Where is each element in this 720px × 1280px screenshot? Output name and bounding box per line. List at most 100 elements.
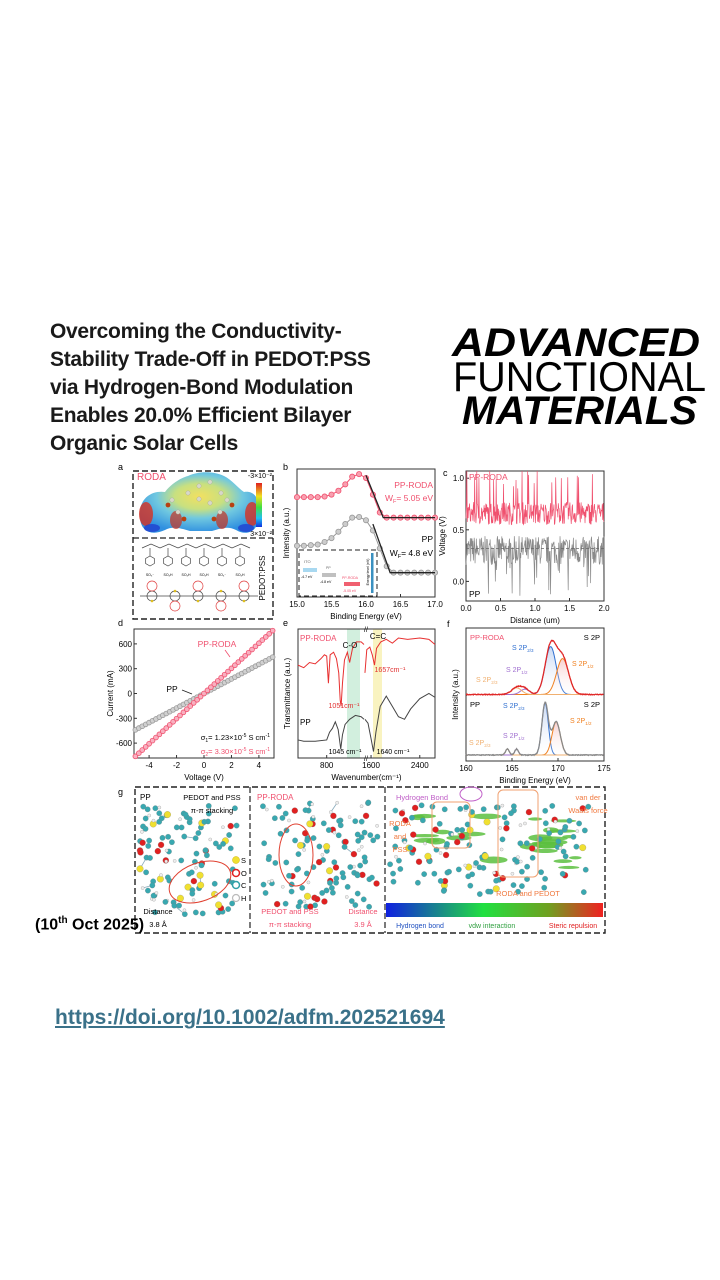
panel-label: d bbox=[118, 618, 123, 628]
atom-O bbox=[321, 898, 328, 905]
atom-C bbox=[352, 902, 359, 908]
atom-H bbox=[310, 802, 314, 806]
x-tick-label: 15.5 bbox=[324, 600, 340, 609]
panel-a: a RODA -3×10⁻² 3×10⁻² SO₃⁻ SO₃H SO₃H SO₃… bbox=[118, 462, 274, 620]
interaction-label: and bbox=[394, 832, 407, 841]
atom-C bbox=[140, 803, 147, 810]
series-line-PP bbox=[465, 536, 605, 596]
esp-positive-region bbox=[144, 524, 160, 532]
publication-date: (10th Oct 2025) bbox=[35, 915, 144, 934]
peak-label: 1045 cm⁻¹ bbox=[329, 749, 363, 756]
atom-C bbox=[344, 884, 351, 890]
atom-C bbox=[473, 860, 479, 866]
x-axis-label: Voltage (V) bbox=[184, 773, 224, 782]
interaction-label: Hydrogen Bond bbox=[396, 793, 448, 802]
peak-label: 1051cm⁻¹ bbox=[329, 703, 361, 710]
series-label: PP-RODA bbox=[198, 639, 237, 649]
conductivity-pp-roda: σ2= 3.30×10-5 S cm-1 bbox=[201, 747, 271, 758]
y-tick-label: -600 bbox=[116, 739, 133, 748]
atom-H bbox=[463, 863, 467, 868]
atom-C bbox=[441, 806, 448, 813]
panel-b: b Binding Energy (eV) Intensity (a.u.) 15.… bbox=[282, 462, 443, 621]
pss-group: SO₃H bbox=[235, 573, 244, 577]
atom-S bbox=[579, 844, 587, 852]
atom-S bbox=[304, 892, 311, 900]
model-caption: π-π stacking bbox=[269, 920, 311, 929]
atom-C bbox=[220, 841, 226, 847]
atom-C bbox=[162, 899, 169, 905]
x-tick-label: 165 bbox=[505, 764, 519, 773]
series-line-PP-RODA bbox=[465, 639, 604, 697]
data-point bbox=[204, 687, 211, 694]
interaction-label: van der bbox=[575, 793, 601, 802]
atom-S bbox=[215, 901, 223, 909]
interaction-isosurface bbox=[434, 829, 451, 835]
work-function-label: WF= 5.05 eV bbox=[385, 493, 433, 505]
atom bbox=[169, 497, 175, 503]
atom-O bbox=[342, 838, 349, 846]
x-axis-label: Binding Energy (eV) bbox=[499, 776, 571, 785]
atom-C bbox=[549, 803, 556, 809]
atom-C bbox=[499, 836, 506, 843]
panel-g: g PP PEDOT and PSS π-π stacking S O C H … bbox=[118, 786, 608, 934]
x-tick-label: -4 bbox=[146, 761, 154, 770]
data-point bbox=[342, 481, 349, 488]
data-point bbox=[194, 696, 200, 703]
atom-C bbox=[205, 803, 212, 809]
atom-H bbox=[302, 848, 306, 852]
doi-link[interactable]: https://doi.org/10.1002/adfm.202521694 bbox=[55, 1006, 445, 1029]
data-point bbox=[328, 535, 335, 542]
pp-molecular-model bbox=[136, 803, 240, 917]
atom-C bbox=[276, 803, 282, 810]
interaction-model bbox=[387, 802, 592, 897]
dioxane-ring bbox=[192, 580, 204, 592]
atom-C bbox=[418, 802, 425, 809]
atom-C bbox=[325, 827, 332, 833]
esp-negative-region bbox=[139, 502, 153, 526]
atom-C bbox=[158, 815, 165, 822]
x-tick-label: 800 bbox=[320, 761, 334, 770]
x-tick-label: 15.0 bbox=[289, 600, 305, 609]
data-point bbox=[218, 674, 224, 681]
atom-H bbox=[498, 826, 502, 830]
stacking-highlight bbox=[168, 860, 232, 904]
atom-C bbox=[387, 861, 393, 868]
atom-C bbox=[319, 890, 326, 896]
y-tick-label: 0 bbox=[128, 690, 133, 699]
atom-C bbox=[431, 870, 438, 877]
atom-C bbox=[361, 854, 368, 861]
atom-C bbox=[216, 844, 223, 850]
atom-C bbox=[541, 884, 548, 891]
sulfur-atom bbox=[196, 599, 200, 603]
y-tick-label: 1.0 bbox=[453, 474, 465, 483]
atom-H bbox=[553, 819, 558, 824]
atom-H bbox=[359, 804, 364, 808]
plot-b: Binding Energy (eV) Intensity (a.u.) 15.0 1… bbox=[282, 468, 443, 621]
atom-C bbox=[542, 808, 549, 814]
atom-C bbox=[282, 810, 289, 817]
work-function-label: WF= 4.8 eV bbox=[390, 548, 434, 560]
atom-C bbox=[193, 909, 199, 916]
atom-C bbox=[354, 872, 361, 879]
atom-H bbox=[523, 821, 527, 826]
atom-O bbox=[291, 807, 298, 814]
data-point bbox=[208, 684, 214, 691]
atom-C bbox=[226, 832, 232, 838]
atom-C bbox=[444, 841, 450, 847]
atom-H bbox=[221, 825, 225, 829]
atom-C bbox=[464, 821, 471, 828]
atom-C bbox=[585, 803, 592, 810]
atom-C bbox=[369, 874, 375, 881]
data-point bbox=[197, 693, 204, 700]
atom-C bbox=[519, 868, 525, 875]
roda-pss-highlight bbox=[431, 801, 471, 849]
atom-C bbox=[365, 799, 372, 806]
title-line: Enables 20.0% Efficient Bilayer bbox=[50, 404, 352, 427]
atom-C bbox=[165, 833, 171, 840]
atom-C bbox=[480, 806, 487, 813]
component-fill bbox=[466, 658, 604, 695]
series-line-PP-RODA bbox=[364, 637, 436, 673]
atom-C bbox=[152, 909, 158, 916]
atom-C bbox=[149, 882, 156, 889]
atom-C bbox=[493, 877, 499, 884]
